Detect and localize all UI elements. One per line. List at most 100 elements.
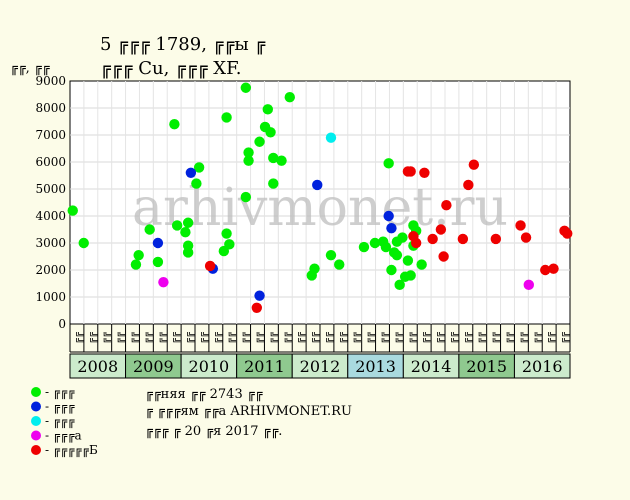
data-point <box>520 232 532 243</box>
data-point <box>515 220 526 231</box>
month-label: ╔╔ <box>559 331 570 344</box>
data-point <box>369 237 381 249</box>
data-point <box>386 264 397 276</box>
data-point <box>312 179 323 191</box>
year-label: 2015 <box>466 357 507 376</box>
data-point <box>548 263 559 274</box>
month-label: ╔╔ <box>406 331 417 344</box>
data-point <box>268 152 279 164</box>
year-label: 2016 <box>522 357 563 376</box>
month-label: ╔╔ <box>115 331 126 344</box>
data-point <box>171 220 183 231</box>
data-point <box>152 237 164 249</box>
month-label: ╔╔ <box>476 331 487 344</box>
year-cell <box>347 353 404 379</box>
year-row: 2008 2009 2010 2011 2012 2013 2014 2015 2016 <box>69 353 571 379</box>
data-point <box>358 241 370 253</box>
data-point <box>523 279 534 291</box>
data-point <box>191 178 202 189</box>
data-point <box>405 166 416 177</box>
y-tick-label: 6000 <box>35 155 66 169</box>
data-point <box>169 119 180 130</box>
legend-label: - ╔╔╔╔╔Б <box>45 443 98 457</box>
data-point <box>265 127 276 138</box>
month-label: ╔╔ <box>226 331 237 344</box>
y-tick-label: 0 <box>58 317 66 331</box>
data-point <box>182 217 194 228</box>
y-tick-label: 8000 <box>35 101 66 115</box>
month-label: ╔╔ <box>351 331 362 344</box>
year-cell <box>125 353 182 379</box>
data-point <box>468 159 480 170</box>
data-point <box>427 233 438 245</box>
month-label: ╔╔ <box>240 331 251 344</box>
month-label: ╔╔ <box>254 331 265 344</box>
month-label: ╔╔ <box>73 331 84 344</box>
month-label: ╔╔ <box>420 331 431 344</box>
data-point <box>158 276 169 288</box>
year-label: 2014 <box>411 357 452 376</box>
month-label: ╔╔ <box>309 331 320 344</box>
data-point <box>562 228 573 239</box>
y-tick-label: 4000 <box>35 209 66 223</box>
month-label: ╔╔ <box>281 331 292 344</box>
month-label: ╔╔ <box>323 331 334 344</box>
month-label: ╔╔ <box>517 331 528 344</box>
month-label: ╔╔ <box>545 331 556 344</box>
year-cell <box>291 353 349 379</box>
data-point <box>254 136 265 147</box>
data-point <box>383 210 394 222</box>
data-point <box>144 224 155 235</box>
legend-label: - ╔╔╔а <box>45 429 82 443</box>
data-point <box>334 259 345 270</box>
data-point <box>402 255 414 266</box>
year-cell <box>236 353 293 379</box>
data-point <box>457 233 469 245</box>
data-point <box>221 228 232 239</box>
data-point <box>391 249 403 261</box>
month-label: ╔╔ <box>267 331 278 344</box>
data-point <box>152 256 164 268</box>
data-point <box>254 290 265 301</box>
data-point <box>262 104 274 115</box>
month-label: ╔╔ <box>379 331 390 344</box>
data-point <box>193 162 205 173</box>
month-label: ╔╔ <box>392 331 403 344</box>
chart-title-line2: ╔╔╔ Cu, ╔╔╔ XF. <box>100 58 242 79</box>
y-tick-label: 2000 <box>35 263 66 277</box>
year-label: 2011 <box>244 357 285 376</box>
data-points <box>67 82 573 313</box>
data-point <box>204 260 216 272</box>
data-point <box>441 200 452 211</box>
data-point <box>133 249 144 261</box>
y-tick-label: 1000 <box>35 290 66 304</box>
data-point <box>463 179 474 191</box>
legend-label: - ╔╔╔ <box>45 400 75 414</box>
chart-title-line1: 5 ╔╔╔ 1789, ╔╔ы ╔ <box>100 34 266 55</box>
y-tick-labels: 0 1000 2000 3000 4000 5000 6000 7000 8000 9000 <box>35 74 66 331</box>
data-point <box>185 167 197 178</box>
year-label: 2009 <box>133 357 174 376</box>
data-point <box>240 191 252 203</box>
month-label: ╔╔ <box>184 331 195 344</box>
year-label: 2012 <box>300 357 341 376</box>
data-point <box>309 263 320 274</box>
legend-marker <box>31 430 41 441</box>
month-label: ╔╔ <box>504 331 515 344</box>
month-label: ╔╔ <box>101 331 112 344</box>
data-point <box>410 237 422 249</box>
data-point <box>284 92 295 103</box>
y-tick-label: 7000 <box>35 128 66 142</box>
data-point <box>397 232 408 243</box>
data-point <box>78 237 89 249</box>
month-label: ╔╔ <box>170 331 181 344</box>
year-cell <box>69 353 127 379</box>
data-point <box>540 264 551 276</box>
year-label: 2013 <box>355 357 396 376</box>
data-point <box>268 178 279 189</box>
legend: - ╔╔╔- ╔╔╔- ╔╔╔- ╔╔╔а- ╔╔╔╔╔Б <box>31 385 98 457</box>
data-point <box>394 279 405 291</box>
data-point <box>435 224 447 235</box>
month-label: ╔╔ <box>87 331 98 344</box>
